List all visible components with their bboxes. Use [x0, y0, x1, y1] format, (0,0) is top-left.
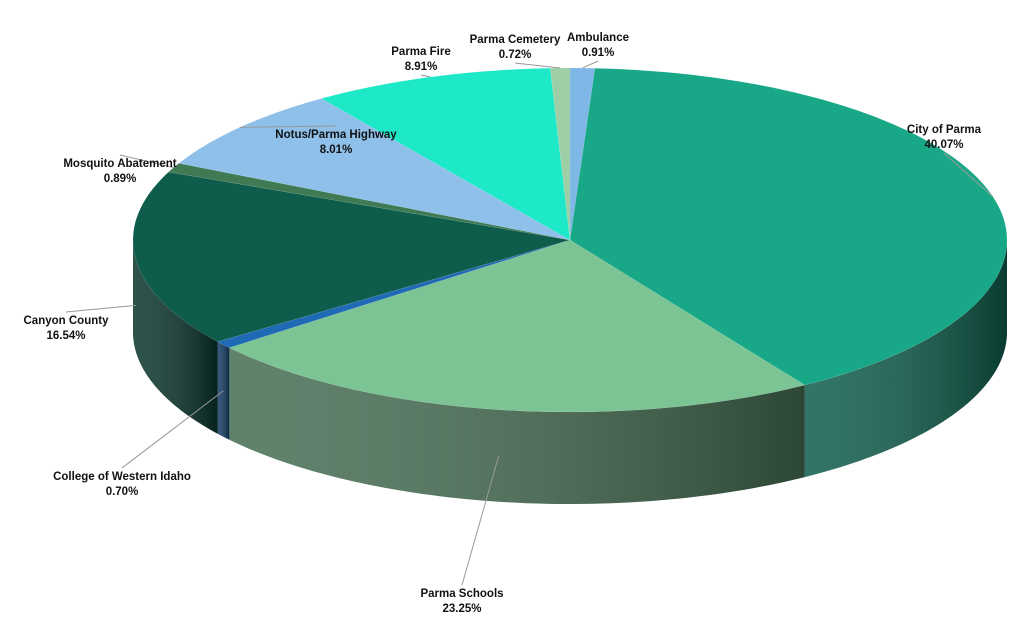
slice	[132, 171, 571, 342]
slice-label: City of Parma	[907, 124, 982, 136]
side-shade	[229, 347, 805, 504]
leader-line	[582, 60, 599, 69]
slice-value-label: 8.91%	[405, 61, 438, 73]
slice-value-label: 0.70%	[106, 486, 139, 498]
leader-line	[943, 152, 994, 198]
leader-line	[65, 304, 136, 313]
slice-label: Ambulance	[567, 32, 629, 44]
slice	[320, 67, 571, 241]
slice-value-label: 0.72%	[499, 49, 532, 61]
slice-value-label: 0.91%	[582, 47, 615, 59]
slice-value-label: 8.01%	[320, 144, 353, 156]
slice-label: Parma Cemetery	[470, 34, 561, 46]
slice-label: Mosquito Abatement	[63, 158, 176, 170]
slice	[549, 67, 571, 241]
side-shade	[133, 240, 218, 434]
slice	[569, 68, 1008, 386]
side-shade	[804, 240, 1007, 478]
slice-label: Canyon County	[24, 315, 110, 327]
leader-line	[121, 390, 224, 469]
slice-value-label: 16.54%	[46, 330, 85, 342]
slice-label: College of Western Idaho	[53, 471, 191, 483]
slice-label: Notus/Parma Highway	[275, 129, 397, 141]
leader-line	[239, 125, 337, 128]
leader-line	[514, 62, 561, 69]
leader-line	[461, 455, 500, 586]
side-shade	[217, 341, 230, 440]
leader-line	[119, 154, 174, 169]
slice	[228, 239, 806, 413]
slice-label: Parma Fire	[391, 46, 450, 58]
slice-value-label: 0.89%	[104, 173, 137, 185]
slice-label: Parma Schools	[420, 588, 503, 600]
slice-value-label: 40.07%	[924, 139, 963, 151]
slice	[168, 162, 571, 241]
leader-line	[420, 74, 431, 78]
slice-value-label: 23.25%	[442, 603, 481, 615]
